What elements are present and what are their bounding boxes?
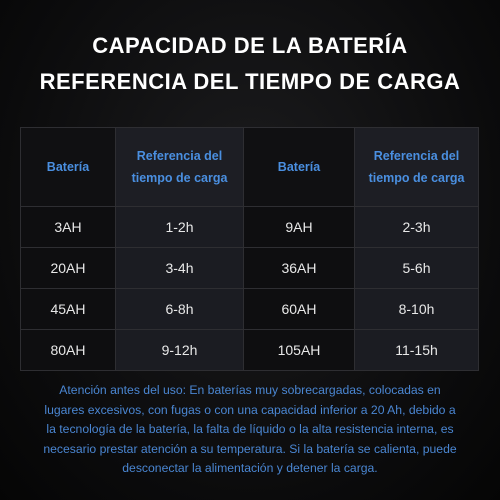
charge-time-table-container: Batería Referencia del tiempo de carga B… xyxy=(20,127,479,371)
cell-charge-time: 1-2h xyxy=(115,206,244,248)
header-charge-time-1-line-2: tiempo de carga xyxy=(131,171,228,185)
title-line-1: CAPACIDAD DE LA BATERÍA xyxy=(92,33,408,58)
table-header-row: Batería Referencia del tiempo de carga B… xyxy=(20,127,479,207)
notice-line-5: desconectar la alimentación y detener la… xyxy=(122,461,378,475)
charge-time-table: Batería Referencia del tiempo de carga B… xyxy=(20,127,479,371)
table-row: 3AH 1-2h 9AH 2-3h xyxy=(20,206,479,248)
cell-battery: 9AH xyxy=(243,206,355,248)
cell-charge-time: 5-6h xyxy=(354,247,479,289)
header-battery-1: Batería xyxy=(20,127,116,207)
header-charge-time-2-line-1: Referencia del xyxy=(373,149,460,163)
cell-battery: 60AH xyxy=(243,288,355,330)
notice-line-4: necesario prestar atención a su temperat… xyxy=(43,441,457,456)
notice-line-3: la tecnología de la batería, la falta de… xyxy=(46,422,454,436)
cell-battery: 45AH xyxy=(20,288,116,330)
table-row: 45AH 6-8h 60AH 8-10h xyxy=(20,288,479,330)
cell-charge-time: 9-12h xyxy=(115,329,244,371)
cell-battery: 3AH xyxy=(20,206,116,248)
cell-charge-time: 6-8h xyxy=(115,288,244,330)
notice-line-1: Atención antes del uso: En baterías muy … xyxy=(59,383,441,397)
header-charge-time-2-line-2: tiempo de carga xyxy=(368,171,465,185)
header-charge-time-1-line-1: Referencia del xyxy=(136,149,223,163)
header-charge-time-1: Referencia del tiempo de carga xyxy=(115,127,244,207)
cell-battery: 80AH xyxy=(20,329,116,371)
cell-charge-time: 3-4h xyxy=(115,247,244,289)
title-line-2: REFERENCIA DEL TIEMPO DE CARGA xyxy=(39,69,461,94)
notice-line-2: lugares excesivos, con fugas o con una c… xyxy=(44,402,456,417)
cell-battery: 20AH xyxy=(20,247,116,289)
header-battery-2: Batería xyxy=(243,127,355,207)
cell-charge-time: 2-3h xyxy=(354,206,479,248)
table-row: 20AH 3-4h 36AH 5-6h xyxy=(20,247,479,289)
cell-battery: 105AH xyxy=(243,329,355,371)
cell-charge-time: 8-10h xyxy=(354,288,479,330)
usage-warning-notice: Atención antes del uso: En baterías muy … xyxy=(22,381,478,479)
header-charge-time-2: Referencia del tiempo de carga xyxy=(354,127,479,207)
cell-battery: 36AH xyxy=(243,247,355,289)
cell-charge-time: 11-15h xyxy=(354,329,479,371)
title-block: CAPACIDAD DE LA BATERÍA REFERENCIA DEL T… xyxy=(0,28,500,100)
table-row: 80AH 9-12h 105AH 11-15h xyxy=(20,329,479,371)
